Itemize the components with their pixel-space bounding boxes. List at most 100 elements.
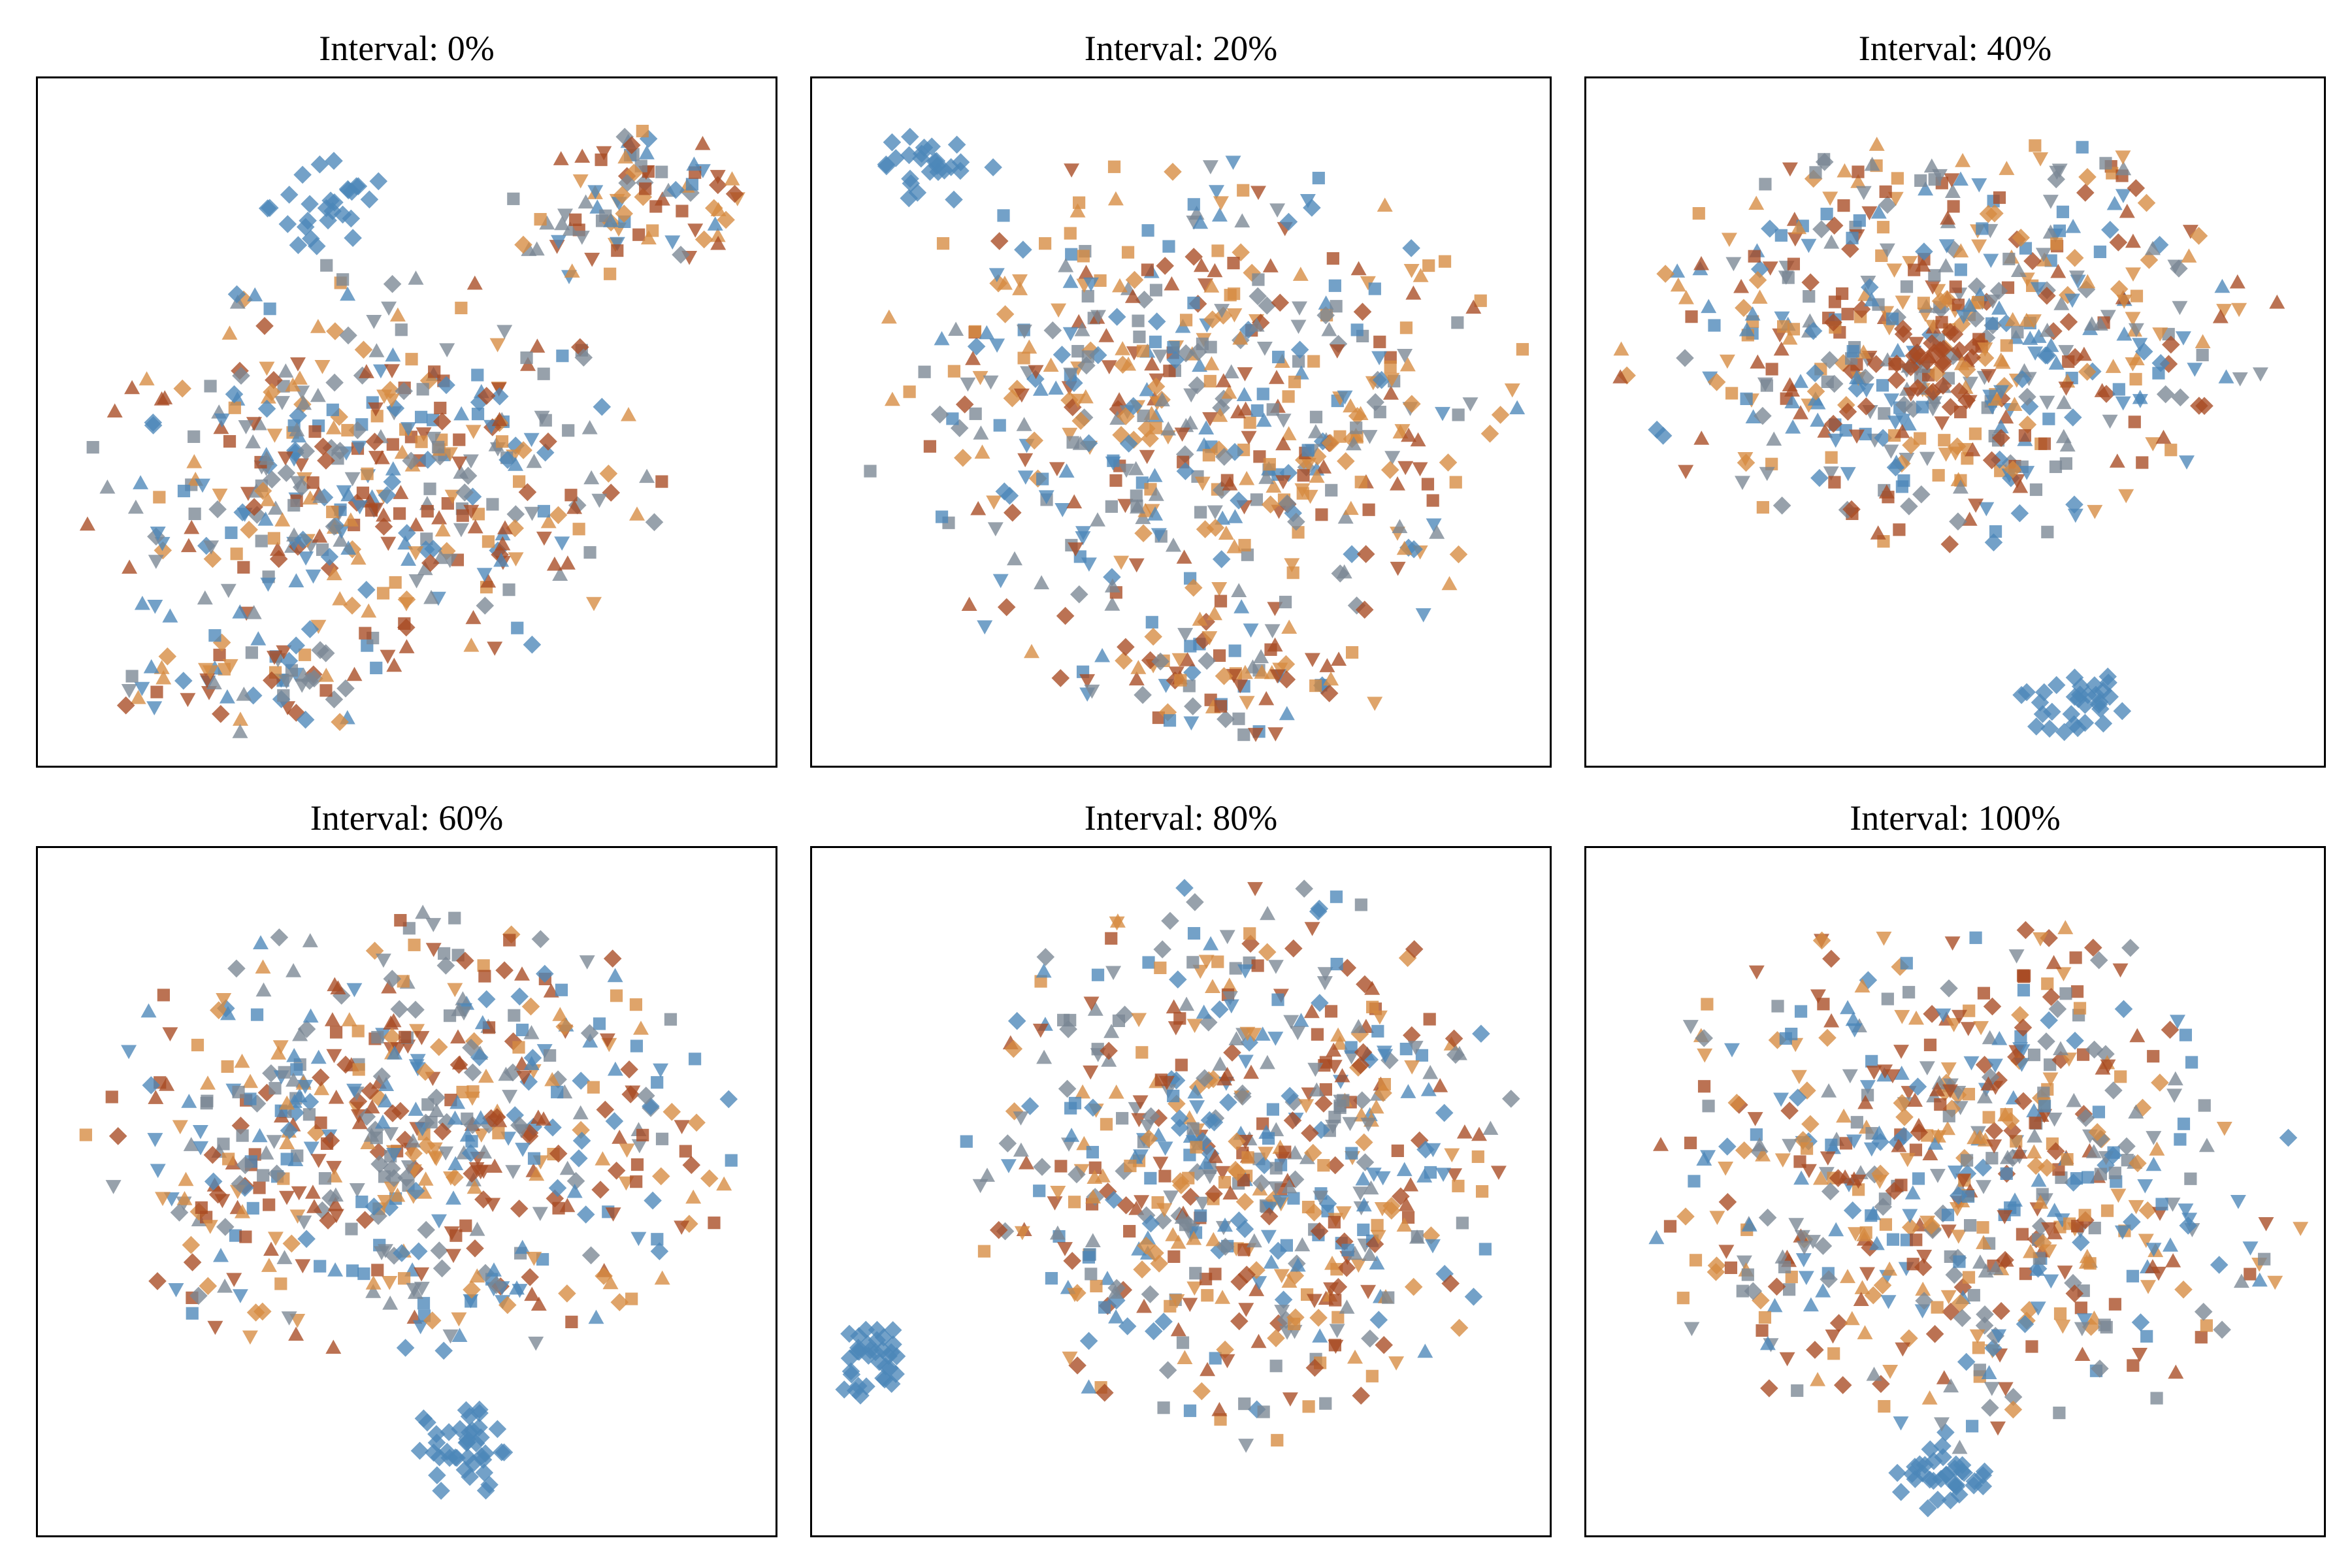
point-class-2 [307,1124,325,1142]
point-class-1 [1759,1335,1776,1350]
point-class-4 [1952,1439,1968,1454]
point-class-2 [595,1267,613,1285]
point-class-4 [1223,364,1239,379]
point-class-3 [346,666,363,681]
point-class-1 [1745,409,1761,423]
point-class-1 [1151,528,1167,542]
point-class-4 [1090,512,1105,527]
point-class-2 [1855,344,1872,359]
point-class-4 [507,192,520,205]
point-class-2 [1170,1234,1186,1249]
point-class-2 [365,1275,382,1290]
point-class-3 [105,1090,118,1103]
point-class-3 [1271,293,1290,312]
point-class-4 [372,1067,391,1086]
point-class-3 [393,485,409,499]
point-class-4 [1287,512,1305,531]
point-class-2 [652,1167,670,1186]
point-class-4 [529,241,545,256]
point-class-4 [2258,1252,2271,1266]
point-class-3 [1432,1078,1448,1092]
point-class-1 [147,1133,163,1147]
point-class-3 [1985,1122,2004,1140]
point-class-3 [487,642,503,656]
point-class-1 [471,408,485,421]
point-class-4 [448,911,461,924]
point-class-1 [310,155,329,174]
point-class-3 [1748,965,1765,980]
point-class-1 [1131,1241,1147,1256]
point-class-4 [2184,1172,2197,1185]
point-class-2 [1241,1151,1254,1164]
point-class-1 [908,184,927,202]
point-class-4 [439,343,455,357]
point-class-2 [1891,172,1904,185]
point-class-2 [1850,174,1867,188]
point-class-3 [1136,1298,1152,1313]
point-class-3 [183,1253,202,1271]
point-class-4 [574,231,590,245]
point-class-1 [1163,714,1177,727]
point-class-3 [277,451,293,466]
point-class-4 [2035,248,2051,262]
point-class-3 [2212,309,2229,323]
point-class-2 [2042,1072,2059,1087]
point-class-3 [312,529,328,543]
point-class-3 [1168,1021,1184,1036]
point-class-4 [1295,879,1313,898]
point-class-2 [1962,1088,1976,1101]
point-class-1 [1170,1109,1189,1128]
point-class-4 [2010,263,2027,277]
point-class-1 [967,337,986,356]
point-class-3 [1760,1379,1778,1397]
point-class-2 [478,1068,494,1083]
point-class-2 [2140,1280,2156,1294]
point-class-1 [2065,219,2082,233]
point-class-2 [279,1095,295,1110]
point-class-1 [1272,1195,1288,1209]
point-class-4 [1336,564,1352,579]
point-class-1 [523,1056,540,1070]
point-class-1 [1187,198,1200,211]
point-class-3 [1833,1376,1852,1394]
point-class-4 [469,1222,485,1236]
point-class-4 [1333,1099,1347,1113]
point-class-2 [1953,243,1969,257]
point-class-4 [562,424,575,437]
point-class-2 [1670,277,1686,292]
point-class-1 [1688,1175,1701,1188]
point-class-4 [487,1276,506,1294]
point-class-2 [1971,239,1987,254]
point-class-2 [216,993,232,1007]
point-class-3 [1331,651,1347,666]
point-class-2 [235,1204,250,1218]
point-class-1 [1827,433,1844,448]
point-class-2 [1017,351,1030,365]
point-class-4 [1267,1181,1284,1196]
point-class-4 [1967,1288,1980,1302]
point-class-4 [455,991,471,1005]
point-class-1 [400,551,417,566]
point-class-2 [2033,932,2048,947]
point-class-4 [1135,290,1154,309]
point-class-1 [386,1148,402,1162]
point-class-3 [466,275,483,290]
point-class-1 [2031,693,2050,711]
point-class-1 [1225,155,1241,170]
point-class-4 [385,1247,403,1265]
point-class-2 [1215,1290,1231,1304]
point-class-3 [451,1055,468,1070]
point-class-4 [1317,967,1333,981]
point-class-3 [180,693,196,708]
point-class-1 [1947,1166,1963,1180]
point-class-1 [2082,1171,2095,1184]
point-class-4 [255,982,272,997]
point-class-1 [2174,1133,2187,1146]
point-class-1 [993,419,1006,432]
point-class-1 [476,568,493,582]
point-class-2 [469,1268,485,1282]
point-class-3 [1780,1102,1799,1120]
point-class-2 [2004,460,2022,479]
point-class-1 [1869,1235,1885,1250]
point-class-3 [1226,668,1242,683]
